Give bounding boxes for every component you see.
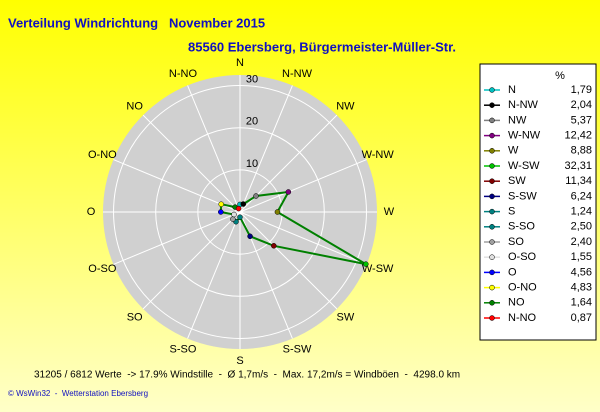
grid-spoke (239, 159, 367, 213)
wind-point (237, 214, 243, 220)
footer: 31205 / 6812 Werte -> 17.9% Windstille -… (34, 370, 460, 381)
direction-label: W-SW (362, 263, 394, 275)
legend-label: NO (508, 297, 525, 309)
wind-point (274, 209, 281, 215)
wind-point (240, 201, 247, 207)
legend-box (479, 63, 597, 341)
chart-subtitle: 85560 Ebersberg, Bürgermeister-Müller-St… (188, 39, 456, 54)
legend-value: 1,79 (571, 84, 592, 96)
direction-label: O-SO (88, 263, 117, 275)
legend-marker (489, 239, 495, 245)
wind-point (235, 205, 242, 212)
legend-header: % (555, 70, 565, 82)
legend-value: 12,42 (564, 130, 592, 142)
legend-marker (489, 254, 495, 260)
legend-value: 4,83 (571, 282, 592, 294)
legend-marker (489, 208, 495, 215)
wind-point (271, 243, 277, 249)
grid-spoke (142, 114, 241, 213)
wind-point (230, 216, 236, 222)
legend-value: 11,34 (565, 175, 592, 187)
legend-marker (489, 269, 495, 276)
legend-label: O (508, 266, 517, 278)
legend-label: SO (508, 236, 524, 248)
grid-spoke (239, 211, 367, 265)
legend-label: N-NW (508, 99, 539, 111)
legend-value: 5,37 (571, 114, 592, 126)
direction-label: NO (126, 101, 143, 113)
legend-marker (489, 284, 495, 291)
wind-point (253, 193, 259, 199)
legend-label: W-SW (508, 160, 540, 172)
wind-point (285, 189, 292, 195)
legend-value: 1,55 (571, 251, 592, 263)
copyright: © WsWin32 - Wetterstation Ebersberg (8, 389, 148, 398)
direction-label: O (87, 206, 96, 218)
wind-point (218, 209, 224, 215)
legend-value: 0,87 (571, 312, 592, 324)
legend-label: NW (508, 114, 527, 126)
legend-marker (489, 102, 495, 108)
direction-label: N-NW (282, 68, 313, 80)
legend-marker (489, 117, 495, 124)
legend-label: N-NO (508, 312, 537, 324)
legend-value: 2,50 (571, 221, 592, 233)
grid-spoke (142, 211, 241, 310)
legend-marker (489, 193, 495, 200)
direction-label: N (236, 57, 244, 69)
grid-spoke (187, 211, 241, 339)
legend-label: S (508, 206, 515, 218)
legend-label: W-NW (508, 130, 541, 142)
legend-label: S-SO (508, 221, 535, 233)
legend-label: O-SO (508, 251, 537, 263)
legend-label: S-SW (508, 190, 537, 202)
wind-point (247, 233, 253, 240)
legend-label: W (508, 145, 519, 157)
legend-value: 1,24 (571, 206, 592, 218)
legend-marker (489, 163, 495, 169)
direction-label: SW (336, 311, 354, 323)
legend-marker (489, 300, 495, 306)
direction-label: O-NO (88, 149, 117, 161)
grid-spoke (239, 211, 338, 310)
wind-point (231, 211, 237, 218)
chart-title: Verteilung Windrichtung November 2015 (8, 15, 265, 30)
legend-marker (489, 224, 495, 230)
legend-value: 2,04 (571, 99, 592, 111)
r-tick-label: 20 (246, 116, 258, 128)
legend-value: 8,88 (571, 145, 592, 157)
r-tick-label: 10 (246, 158, 258, 170)
direction-label: NW (336, 101, 355, 113)
grid-spoke (187, 85, 241, 213)
direction-label: W-NW (362, 149, 395, 161)
legend-label: O-NO (508, 282, 537, 294)
legend-label: SW (508, 175, 526, 187)
direction-label: S (236, 355, 243, 367)
grid-spoke (113, 211, 241, 265)
legend-value: 2,40 (571, 236, 592, 248)
grid-spoke (239, 85, 293, 213)
direction-label: S-SW (283, 344, 312, 356)
r-tick-label: 30 (246, 73, 258, 85)
direction-label: N-NO (169, 68, 198, 80)
legend-marker (489, 178, 495, 184)
wind-point (363, 261, 369, 267)
legend-marker (489, 87, 495, 93)
wind-point (218, 201, 224, 207)
direction-label: SO (127, 311, 143, 323)
legend-label: N (508, 84, 516, 96)
direction-label: S-SO (170, 344, 197, 356)
legend-value: 32,31 (564, 160, 592, 172)
direction-label: W (384, 206, 395, 218)
legend-marker (489, 148, 495, 154)
legend-marker (489, 132, 495, 139)
legend-marker (489, 315, 495, 321)
legend-value: 4,56 (571, 266, 592, 278)
legend-value: 1,64 (571, 297, 592, 309)
legend-value: 6,24 (571, 190, 592, 202)
